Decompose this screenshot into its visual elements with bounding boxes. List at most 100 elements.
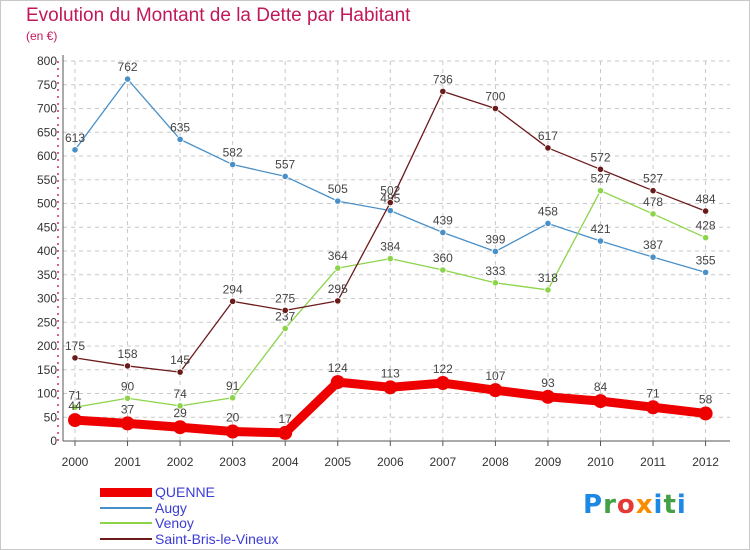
data-point bbox=[281, 306, 289, 314]
data-point bbox=[176, 402, 184, 410]
data-label: 364 bbox=[328, 249, 348, 263]
y-tick-label: 500 bbox=[37, 197, 57, 211]
y-tick-label: 600 bbox=[37, 149, 57, 163]
axis-minor-tick bbox=[57, 194, 59, 196]
legend-label: Saint-Bris-le-Vineux bbox=[155, 530, 279, 547]
y-tick-label: 0 bbox=[50, 434, 57, 448]
y-tick-label: 800 bbox=[37, 54, 57, 68]
axis-minor-tick bbox=[57, 124, 59, 126]
data-point bbox=[488, 383, 503, 398]
proxiti-logo: Proxiti bbox=[583, 490, 687, 520]
data-point bbox=[698, 406, 713, 421]
axis-minor-tick bbox=[57, 215, 59, 217]
data-label: 484 bbox=[696, 192, 716, 206]
data-point bbox=[439, 87, 447, 96]
data-point bbox=[544, 286, 552, 294]
axis-minor-tick bbox=[57, 418, 59, 420]
data-label: 399 bbox=[485, 232, 505, 246]
data-point bbox=[596, 187, 605, 195]
data-label: 17 bbox=[279, 412, 293, 426]
axis-minor-tick bbox=[57, 61, 59, 63]
axis-minor-tick bbox=[57, 257, 59, 259]
data-point bbox=[123, 394, 132, 402]
x-tick-label: 2001 bbox=[114, 455, 141, 469]
data-point bbox=[383, 380, 398, 395]
x-tick-label: 2011 bbox=[640, 455, 666, 469]
data-label: 295 bbox=[328, 282, 348, 296]
axis-minor-tick bbox=[57, 208, 59, 210]
x-tick-label: 2007 bbox=[429, 455, 456, 469]
data-label: 527 bbox=[643, 172, 663, 186]
data-label: 294 bbox=[223, 282, 243, 296]
chart-title: Evolution du Montant de la Dette par Hab… bbox=[26, 5, 411, 26]
data-point bbox=[646, 400, 661, 415]
data-point bbox=[491, 279, 499, 287]
data-label: 478 bbox=[643, 195, 663, 209]
data-point bbox=[123, 75, 132, 83]
data-point bbox=[491, 104, 499, 113]
data-point bbox=[491, 247, 499, 256]
axis-minor-tick bbox=[57, 327, 59, 329]
data-point bbox=[176, 368, 184, 376]
data-label: 122 bbox=[433, 362, 453, 376]
data-point bbox=[649, 187, 657, 195]
data-point bbox=[229, 160, 237, 169]
data-label: 557 bbox=[275, 157, 295, 171]
axis-minor-tick bbox=[57, 180, 59, 182]
data-point bbox=[281, 324, 289, 333]
data-label: 387 bbox=[643, 238, 663, 252]
data-label: 318 bbox=[538, 271, 558, 285]
data-label: 505 bbox=[328, 182, 348, 196]
axis-minor-tick bbox=[57, 404, 59, 406]
data-label: 572 bbox=[590, 150, 610, 164]
data-point bbox=[71, 146, 79, 154]
data-label: 617 bbox=[538, 129, 558, 143]
data-label: 124 bbox=[328, 361, 348, 375]
axis-minor-tick bbox=[57, 376, 59, 378]
axis-minor-tick bbox=[57, 271, 59, 273]
data-point bbox=[173, 420, 188, 435]
chart-subtitle: (en €) bbox=[26, 29, 58, 43]
legend-label: Augy bbox=[155, 499, 187, 516]
data-label: 90 bbox=[121, 379, 135, 393]
data-point bbox=[330, 375, 345, 390]
y-tick-label: 350 bbox=[37, 268, 57, 282]
legend-swatch bbox=[100, 537, 152, 540]
y-tick-label: 650 bbox=[37, 125, 57, 139]
data-label: 458 bbox=[538, 204, 558, 218]
data-point bbox=[649, 253, 657, 261]
logo-letter: x bbox=[635, 490, 654, 520]
data-point bbox=[120, 416, 135, 431]
data-label: 113 bbox=[381, 366, 400, 380]
data-point bbox=[229, 297, 237, 305]
y-tick-label: 750 bbox=[37, 78, 57, 92]
legend-swatch bbox=[100, 506, 152, 509]
data-point bbox=[540, 389, 555, 404]
logo-letter: o bbox=[616, 490, 636, 520]
data-point bbox=[123, 362, 132, 370]
data-label: 58 bbox=[699, 392, 713, 406]
data-point bbox=[701, 207, 710, 215]
axis-minor-tick bbox=[57, 138, 59, 140]
axis-minor-tick bbox=[57, 397, 59, 399]
data-label: 700 bbox=[485, 90, 505, 104]
y-tick-label: 550 bbox=[37, 173, 57, 187]
x-tick-label: 2008 bbox=[482, 455, 509, 469]
legend-swatch bbox=[100, 522, 152, 524]
axis-minor-tick bbox=[57, 383, 59, 385]
y-tick-label: 50 bbox=[44, 410, 58, 424]
data-point bbox=[281, 172, 289, 181]
data-point bbox=[71, 403, 79, 411]
axis-minor-tick bbox=[57, 439, 59, 441]
data-label: 37 bbox=[121, 402, 135, 416]
data-label: 428 bbox=[696, 219, 716, 233]
x-tick-label: 2005 bbox=[324, 455, 351, 469]
data-point bbox=[435, 376, 450, 391]
axis-minor-tick bbox=[57, 236, 59, 238]
data-label: 20 bbox=[226, 411, 240, 425]
y-tick-label: 700 bbox=[37, 102, 57, 116]
data-label: 44 bbox=[68, 399, 82, 413]
legend-item: QUENNE bbox=[100, 484, 360, 500]
data-label: 158 bbox=[118, 347, 138, 361]
